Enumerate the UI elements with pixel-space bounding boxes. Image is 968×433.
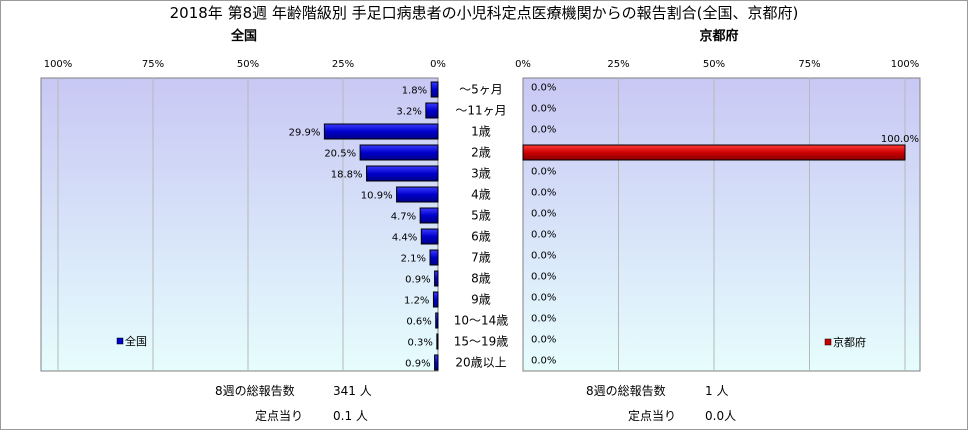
category-label: 4歳	[471, 188, 491, 202]
kyoto-value-label: 100.0%	[881, 134, 919, 145]
kyoto-tick-label: 75%	[798, 59, 820, 70]
category-label: ～5ヶ月	[459, 83, 503, 97]
kyoto-value-label: 0.0%	[531, 314, 556, 325]
national-value-label: 4.4%	[392, 233, 417, 244]
national-value-label: 10.9%	[361, 191, 393, 202]
national-bar	[435, 312, 439, 329]
kyoto-value-label: 0.0%	[531, 356, 556, 367]
kyoto-subtitle: 京都府	[699, 28, 738, 44]
national-value-label: 0.3%	[407, 338, 432, 349]
kyoto-value-label: 0.0%	[531, 251, 556, 262]
national-subtitle: 全国	[230, 28, 257, 44]
national-value-label: 0.9%	[405, 275, 430, 286]
category-label: 5歳	[471, 209, 491, 223]
national-tick-label: 75%	[142, 59, 164, 70]
national-tick-label: 25%	[332, 59, 354, 70]
national-bar	[425, 102, 439, 119]
national-bar	[420, 228, 439, 245]
category-label: 7歳	[471, 251, 491, 265]
national-value-label: 29.9%	[289, 128, 321, 139]
kyoto-tick-label: 50%	[703, 59, 725, 70]
kyoto-value-label: 0.0%	[531, 83, 556, 94]
kyoto-per-label: 定点当り	[628, 408, 676, 423]
kyoto-tick-label: 25%	[607, 59, 629, 70]
national-bar	[396, 186, 439, 203]
national-bar	[429, 249, 439, 266]
national-value-label: 3.2%	[396, 107, 421, 118]
national-plot-area	[40, 77, 439, 372]
national-value-label: 20.5%	[324, 149, 356, 160]
kyoto-value-label: 0.0%	[531, 293, 556, 304]
kyoto-plot-area	[522, 77, 921, 372]
national-bar	[323, 123, 439, 140]
national-value-label: 1.8%	[402, 86, 427, 97]
national-bar	[432, 291, 439, 308]
kyoto-value-label: 0.0%	[531, 335, 556, 346]
category-label: 1歳	[471, 125, 491, 139]
chart-title: 2018年 第8週 年齢階級別 手足口病患者の小児科定点医療機関からの報告割合(…	[170, 4, 799, 22]
national-bar	[436, 333, 439, 350]
national-legend-label: 全国	[125, 334, 147, 348]
category-label: 3歳	[471, 167, 491, 181]
kyoto-value-label: 0.0%	[531, 272, 556, 283]
kyoto-legend-swatch	[824, 338, 832, 346]
category-label: 6歳	[471, 230, 491, 244]
kyoto-legend-label: 京都府	[833, 335, 866, 349]
kyoto-value-label: 0.0%	[531, 104, 556, 115]
national-bar	[359, 144, 439, 161]
national-value-label: 1.2%	[404, 296, 429, 307]
national-value-label: 4.7%	[391, 212, 416, 223]
national-value-label: 18.8%	[331, 170, 363, 181]
category-label: ～11ヶ月	[455, 104, 506, 118]
national-bar	[366, 165, 439, 182]
national-total-value: 341 人	[333, 384, 372, 398]
national-total-label: 8週の総報告数	[215, 383, 295, 398]
national-bar	[434, 270, 439, 287]
national-tick-label: 100%	[44, 59, 73, 70]
national-tick-label: 50%	[237, 59, 259, 70]
national-bar	[430, 81, 439, 98]
kyoto-value-label: 0.0%	[531, 125, 556, 136]
kyoto-value-label: 0.0%	[531, 209, 556, 220]
kyoto-value-label: 0.0%	[531, 167, 556, 178]
national-value-label: 2.1%	[401, 254, 426, 265]
category-label: 20歳以上	[455, 356, 506, 370]
national-bar	[419, 207, 439, 224]
kyoto-value-label: 0.0%	[531, 188, 556, 199]
kyoto-tick-label: 0%	[515, 59, 531, 70]
national-bar	[434, 354, 439, 371]
kyoto-total-value: 1 人	[705, 384, 728, 398]
national-per-value: 0.1 人	[333, 409, 368, 423]
national-per-label: 定点当り	[255, 408, 303, 423]
kyoto-per-value: 0.0人	[705, 409, 736, 423]
category-label: 9歳	[471, 293, 491, 307]
category-label: 2歳	[471, 146, 491, 160]
kyoto-total-label: 8週の総報告数	[586, 383, 666, 398]
national-tick-label: 0%	[430, 59, 446, 70]
national-legend-swatch	[116, 337, 124, 345]
kyoto-bar	[522, 144, 906, 161]
category-label: 8歳	[471, 272, 491, 286]
kyoto-tick-label: 100%	[891, 59, 920, 70]
national-value-label: 0.6%	[406, 317, 431, 328]
kyoto-value-label: 0.0%	[531, 230, 556, 241]
category-label: 10～14歳	[454, 314, 509, 328]
national-value-label: 0.9%	[405, 359, 430, 370]
category-label: 15～19歳	[454, 335, 509, 349]
